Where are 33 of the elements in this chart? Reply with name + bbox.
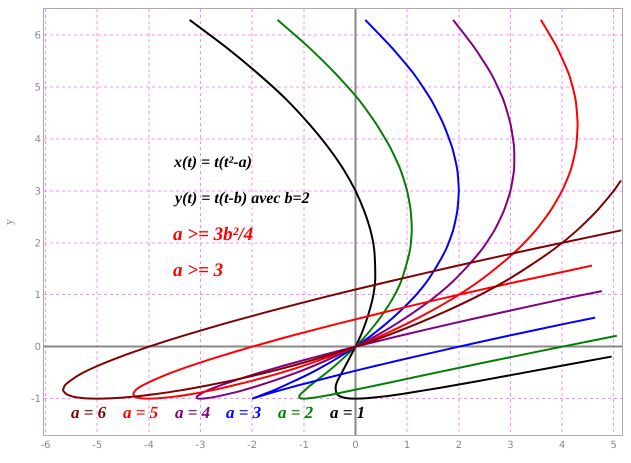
x-tick-label: 0 [352,440,359,451]
y-tick-label: -1 [31,394,41,406]
annotation: x(t) = t(t²-a) [173,154,252,171]
annotation: a >= 3 [173,260,224,281]
x-tick-label: -2 [247,440,258,451]
y-tick-label: 3 [34,186,41,198]
y-tick-label: 5 [34,82,41,94]
line-series [132,18,594,400]
series-label: a = 2 [278,403,314,422]
x-tick-label: 2 [456,440,462,451]
x-tick-label: -1 [298,440,309,451]
x-tick-label: 1 [404,440,410,451]
y-tick-label: 4 [34,134,41,146]
x-tick-label: 3 [507,440,514,451]
annotation: a >= 3b²/4 [173,224,254,245]
y-tick-label: 6 [34,30,41,42]
series-label: a = 5 [123,403,159,422]
series-label: a = 4 [175,403,210,422]
series-label: a = 1 [330,403,366,422]
x-tick-label: -3 [196,440,206,451]
y-tick-label: 0 [34,342,41,354]
y-tick-label: 1 [34,290,41,302]
x-tick-label: -5 [92,440,102,451]
series-label: a = 3 [226,403,262,422]
x-tick-label: -6 [40,440,51,451]
x-tick-label: 4 [558,440,566,451]
y-axis-title: y [1,219,16,225]
series-label: a = 6 [71,403,107,422]
y-tick-label: 2 [34,238,41,250]
annotation: y(t) = t(t-b) avec b=2 [173,190,310,207]
x-tick-label: -4 [144,440,154,451]
line-series [62,179,622,400]
x-tick-label: 5 [610,440,617,451]
